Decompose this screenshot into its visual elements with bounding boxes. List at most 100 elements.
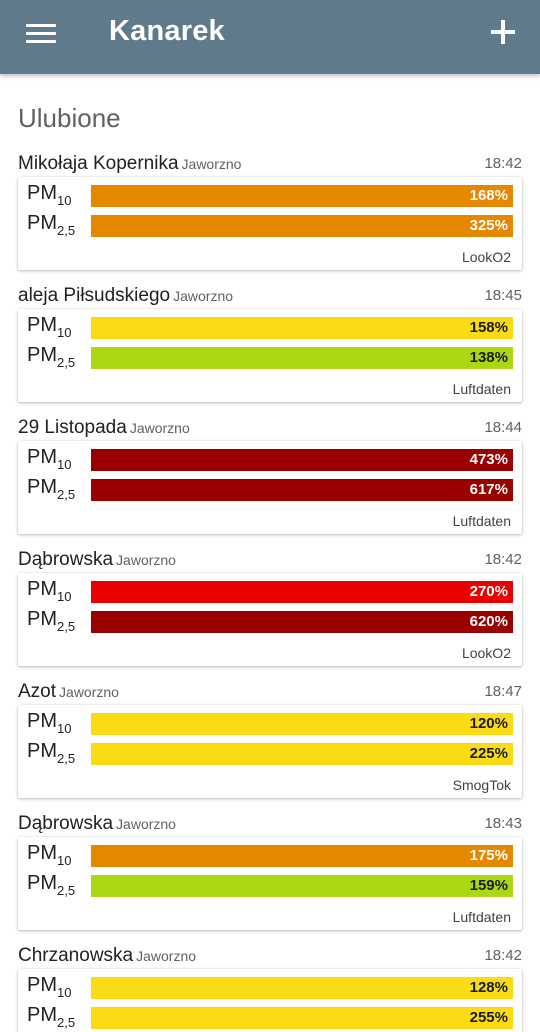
station-card[interactable]: PM10 128% PM2,5 255% xyxy=(18,969,522,1032)
section-title: Ulubione xyxy=(18,103,121,133)
data-source: LookO2 xyxy=(461,645,511,661)
pm10-value: 128% xyxy=(469,979,508,996)
app-bar: Kanarek xyxy=(0,0,540,74)
station-name: Dąbrowska xyxy=(18,813,114,834)
pm10-label: PM10 xyxy=(27,710,72,736)
data-source: Luftdaten xyxy=(452,513,511,529)
pm25-bar: 255% xyxy=(91,1007,513,1029)
station-name: aleja Piłsudskiego xyxy=(18,285,171,306)
station-item[interactable]: Azot Jaworzno 18:47 PM10 120% PM2,5 225% … xyxy=(0,681,540,813)
station-card[interactable]: PM10 120% PM2,5 225% SmogTok xyxy=(18,705,522,798)
pm10-bar: 128% xyxy=(91,977,513,999)
pm10-label: PM10 xyxy=(27,578,72,604)
pm10-value: 158% xyxy=(469,319,508,336)
pm10-row: PM10 270% xyxy=(18,577,522,604)
station-header: Dąbrowska Jaworzno 18:43 xyxy=(18,813,522,835)
pm10-label: PM10 xyxy=(27,446,72,472)
station-header: Azot Jaworzno 18:47 xyxy=(18,681,522,703)
pm10-bar: 120% xyxy=(91,713,513,735)
station-city: Jaworzno xyxy=(116,816,176,832)
pm10-row: PM10 158% xyxy=(18,313,522,340)
pm25-bar: 225% xyxy=(91,743,513,765)
station-time: 18:47 xyxy=(484,683,522,700)
station-header: 29 Listopada Jaworzno 18:44 xyxy=(18,417,522,439)
station-header: Chrzanowska Jaworzno 18:42 xyxy=(18,945,522,967)
station-time: 18:42 xyxy=(484,947,522,964)
station-time: 18:43 xyxy=(484,815,522,832)
pm25-value: 325% xyxy=(469,217,508,234)
pm25-bar: 138% xyxy=(91,347,513,369)
station-card[interactable]: PM10 473% PM2,5 617% Luftdaten xyxy=(18,441,522,534)
pm25-value: 620% xyxy=(469,613,508,630)
pm10-value: 175% xyxy=(469,847,508,864)
pm10-bar: 270% xyxy=(91,581,513,603)
station-name: 29 Listopada xyxy=(18,417,127,438)
pm25-label: PM2,5 xyxy=(27,608,76,634)
pm25-value: 617% xyxy=(469,481,508,498)
data-source: Luftdaten xyxy=(452,381,511,397)
pm10-value: 120% xyxy=(469,715,508,732)
data-source: SmogTok xyxy=(452,777,511,793)
pm10-label: PM10 xyxy=(27,182,72,208)
pm25-bar: 617% xyxy=(91,479,513,501)
station-card[interactable]: PM10 168% PM2,5 325% LookO2 xyxy=(18,177,522,270)
pm10-row: PM10 128% xyxy=(18,973,522,1000)
station-item[interactable]: Dąbrowska Jaworzno 18:43 PM10 175% PM2,5 … xyxy=(0,813,540,945)
pm25-bar: 159% xyxy=(91,875,513,897)
pm10-row: PM10 175% xyxy=(18,841,522,868)
pm25-value: 159% xyxy=(469,877,508,894)
pm10-bar: 175% xyxy=(91,845,513,867)
data-source: LookO2 xyxy=(461,249,511,265)
pm25-label: PM2,5 xyxy=(27,872,76,898)
pm25-bar: 620% xyxy=(91,611,513,633)
station-item[interactable]: Mikołaja Kopernika Jaworzno 18:42 PM10 16… xyxy=(0,153,540,285)
pm25-value: 255% xyxy=(469,1009,508,1026)
station-card[interactable]: PM10 270% PM2,5 620% LookO2 xyxy=(18,573,522,666)
pm25-label: PM2,5 xyxy=(27,344,76,370)
pm25-label: PM2,5 xyxy=(27,212,76,238)
station-time: 18:42 xyxy=(484,551,522,568)
pm10-bar: 158% xyxy=(91,317,513,339)
pm25-label: PM2,5 xyxy=(27,740,76,766)
pm25-row: PM2,5 617% xyxy=(18,475,522,502)
station-header: Mikołaja Kopernika Jaworzno 18:42 xyxy=(18,153,522,175)
station-name: Chrzanowska xyxy=(18,945,134,966)
data-source: Luftdaten xyxy=(452,909,511,925)
station-city: Jaworzno xyxy=(136,948,197,964)
station-city: Jaworzno xyxy=(173,288,234,304)
station-item[interactable]: 29 Listopada Jaworzno 18:44 PM10 473% PM2… xyxy=(0,417,540,549)
add-icon[interactable] xyxy=(491,20,515,44)
station-header: Dąbrowska Jaworzno 18:42 xyxy=(18,549,522,571)
pm10-label: PM10 xyxy=(27,974,72,1000)
pm25-value: 225% xyxy=(469,745,508,762)
pm10-row: PM10 168% xyxy=(18,181,522,208)
station-city: Jaworzno xyxy=(181,156,242,172)
app-title: Kanarek xyxy=(109,15,225,47)
station-time: 18:45 xyxy=(484,287,522,304)
station-name: Mikołaja Kopernika xyxy=(18,153,179,174)
pm25-row: PM2,5 620% xyxy=(18,607,522,634)
pm10-label: PM10 xyxy=(27,842,72,868)
station-name: Azot xyxy=(18,681,57,702)
pm25-label: PM2,5 xyxy=(27,476,76,502)
pm25-row: PM2,5 255% xyxy=(18,1003,522,1030)
station-item[interactable]: Chrzanowska Jaworzno 18:42 PM10 128% PM2,… xyxy=(0,945,540,1032)
pm10-label: PM10 xyxy=(27,314,72,340)
pm10-value: 168% xyxy=(469,187,508,204)
station-card[interactable]: PM10 158% PM2,5 138% Luftdaten xyxy=(18,309,522,402)
station-item[interactable]: aleja Piłsudskiego Jaworzno 18:45 PM10 15… xyxy=(0,285,540,417)
station-time: 18:42 xyxy=(484,155,522,172)
hamburger-menu-icon[interactable] xyxy=(26,22,56,44)
pm10-value: 473% xyxy=(469,451,508,468)
favorites-list: Ulubione Mikołaja Kopernika Jaworzno 18:4… xyxy=(0,74,540,1032)
station-city: Jaworzno xyxy=(116,552,176,568)
station-item[interactable]: Dąbrowska Jaworzno 18:42 PM10 270% PM2,5 … xyxy=(0,549,540,681)
pm25-value: 138% xyxy=(469,349,508,366)
pm10-value: 270% xyxy=(469,583,508,600)
station-name: Dąbrowska xyxy=(18,549,114,570)
station-card[interactable]: PM10 175% PM2,5 159% Luftdaten xyxy=(18,837,522,930)
pm10-bar: 473% xyxy=(91,449,513,471)
station-city: Jaworzno xyxy=(59,684,119,700)
station-time: 18:44 xyxy=(484,419,522,436)
pm25-row: PM2,5 325% xyxy=(18,211,522,238)
